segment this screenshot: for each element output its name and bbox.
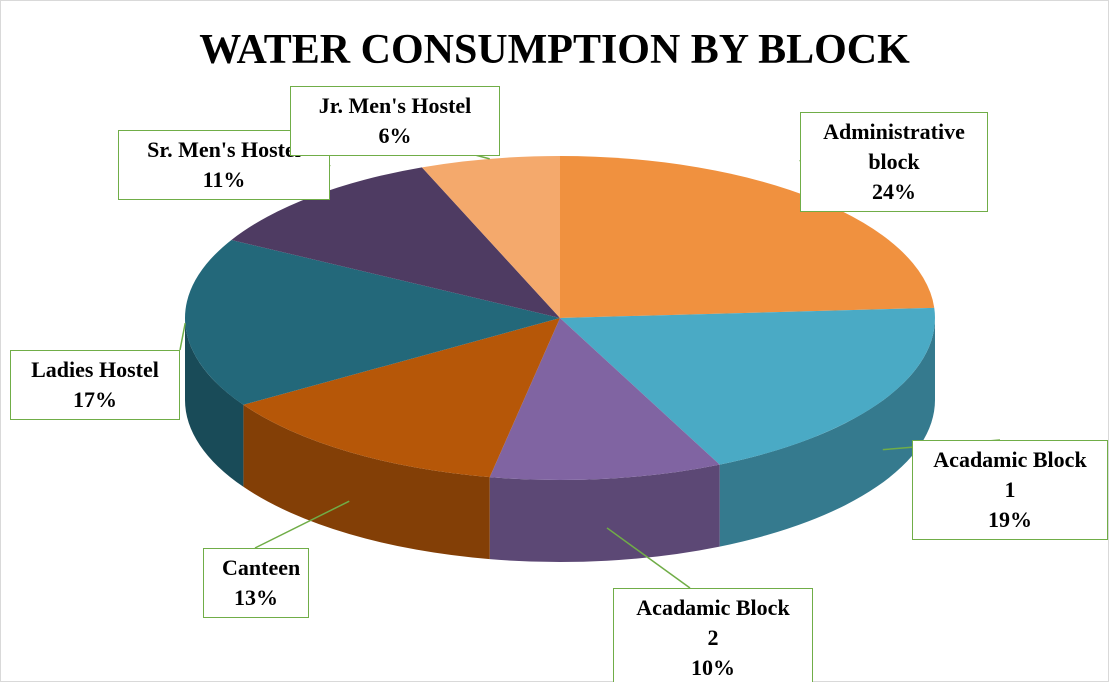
data-label-value: 11% — [202, 167, 246, 192]
data-label: Canteen 13% — [203, 548, 309, 618]
pie-tops — [184, 156, 935, 480]
data-label-category: Sr. Men's Hostel — [147, 137, 301, 162]
data-label-value: 17% — [73, 387, 117, 412]
leader-line — [606, 527, 691, 589]
data-label-category: Canteen — [222, 555, 301, 580]
data-label-category: Ladies Hostel — [31, 357, 159, 382]
pie-slice — [560, 307, 935, 465]
pie-slice — [489, 318, 720, 480]
pie-slice-side — [243, 404, 490, 560]
pie-slice-side — [185, 318, 244, 487]
data-label-value: 24% — [872, 179, 916, 204]
data-label-value: 19% — [988, 507, 1032, 532]
data-label-value: 10% — [691, 655, 735, 680]
pie-slice — [421, 156, 560, 318]
data-label-category: Jr. Men's Hostel — [318, 93, 472, 118]
pie-slice — [184, 239, 560, 405]
data-label-category: Acadamic Block 1 — [933, 447, 1087, 502]
data-label: Sr. Men's Hostel 11% — [118, 130, 330, 200]
data-label-category: Acadamic Block 2 — [636, 595, 790, 650]
leader-line — [179, 322, 186, 351]
pie-walls — [185, 318, 935, 562]
data-label-category: Administrative block — [823, 119, 965, 174]
data-label: Ladies Hostel 17% — [10, 350, 180, 420]
data-label-value: 13% — [234, 585, 278, 610]
data-label: Acadamic Block 1 19% — [912, 440, 1108, 540]
data-label: Administrative block 24% — [800, 112, 988, 212]
leader-line — [254, 500, 350, 549]
pie-slice — [231, 167, 560, 318]
chart-title: WATER CONSUMPTION BY BLOCK — [199, 27, 910, 73]
data-label-value: 6% — [378, 123, 412, 148]
pie-slice — [243, 318, 561, 478]
pie-slice-side — [719, 318, 935, 547]
pie-slice — [560, 156, 935, 318]
data-label: Acadamic Block 2 10% — [613, 588, 813, 682]
data-label: Jr. Men's Hostel 6% — [290, 86, 500, 156]
pie-slice-side — [489, 464, 720, 562]
